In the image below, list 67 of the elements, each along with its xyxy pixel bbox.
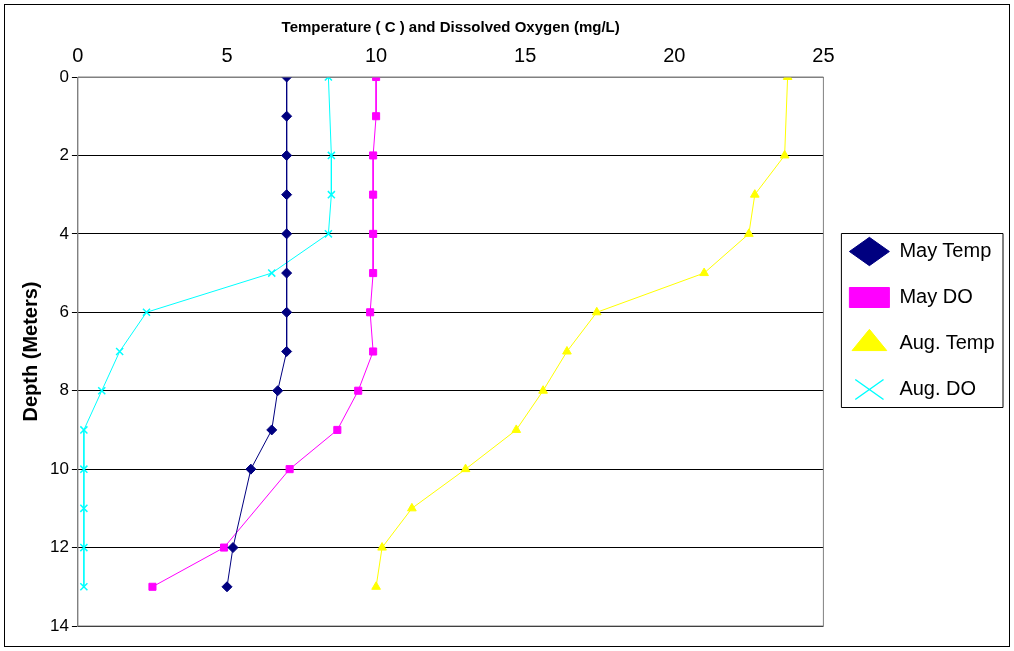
point xyxy=(407,502,417,512)
point xyxy=(327,190,336,199)
point xyxy=(369,151,378,160)
legend-label: Aug. Temp xyxy=(899,331,995,354)
y-tick-label: 8 xyxy=(59,380,69,400)
point xyxy=(749,189,760,198)
legend-label: May DO xyxy=(899,285,973,308)
point xyxy=(281,267,293,279)
point xyxy=(245,463,257,475)
point xyxy=(369,347,378,356)
point xyxy=(285,465,294,474)
legend-label: Aug. DO xyxy=(899,377,977,400)
x-tick-label: 25 xyxy=(812,43,835,66)
x-tick-label: 5 xyxy=(221,43,233,66)
point xyxy=(281,346,293,357)
x-axis-title: Temperature ( C ) and Dissolved Oxygen (mg/L) xyxy=(281,18,620,36)
point xyxy=(79,425,89,435)
point xyxy=(142,308,151,317)
point xyxy=(221,581,233,593)
y-tick-label: 6 xyxy=(59,301,69,321)
point xyxy=(79,582,89,592)
point xyxy=(371,581,381,590)
y-tick-label: 2 xyxy=(59,145,69,165)
legend-label: May Temp xyxy=(899,239,992,262)
point xyxy=(369,190,378,199)
point xyxy=(366,308,375,317)
point xyxy=(266,424,278,436)
point xyxy=(79,543,89,552)
point xyxy=(281,189,293,201)
point xyxy=(377,542,387,551)
point xyxy=(333,425,342,434)
y-tick-label: 10 xyxy=(49,458,69,478)
point xyxy=(511,424,522,433)
point xyxy=(281,306,293,318)
x-tick-label: 20 xyxy=(663,43,686,66)
point xyxy=(699,267,709,277)
y-tick-label: 12 xyxy=(49,537,69,557)
point xyxy=(219,543,229,552)
point xyxy=(148,582,157,591)
point xyxy=(97,386,107,395)
point xyxy=(327,151,336,160)
point xyxy=(79,504,89,513)
point xyxy=(281,110,293,122)
y-tick-label: 14 xyxy=(49,615,69,635)
point xyxy=(744,228,754,237)
y-axis-title: Depth (Meters) xyxy=(18,281,41,422)
point xyxy=(538,385,548,394)
point xyxy=(79,464,89,474)
point xyxy=(115,347,124,356)
point xyxy=(281,149,293,161)
x-tick-label: 10 xyxy=(364,43,388,66)
point xyxy=(562,346,572,355)
point xyxy=(591,306,602,316)
y-tick-label: 4 xyxy=(59,223,69,243)
point xyxy=(779,149,790,159)
point xyxy=(324,229,333,239)
point xyxy=(369,269,378,278)
point xyxy=(369,229,378,238)
point xyxy=(460,463,471,473)
x-tick-label: 15 xyxy=(514,43,537,66)
point xyxy=(281,228,293,240)
point xyxy=(372,112,381,121)
y-tick-label: 0 xyxy=(59,66,69,86)
point xyxy=(267,268,277,278)
point xyxy=(272,385,284,397)
point xyxy=(227,542,239,554)
point xyxy=(354,386,363,395)
